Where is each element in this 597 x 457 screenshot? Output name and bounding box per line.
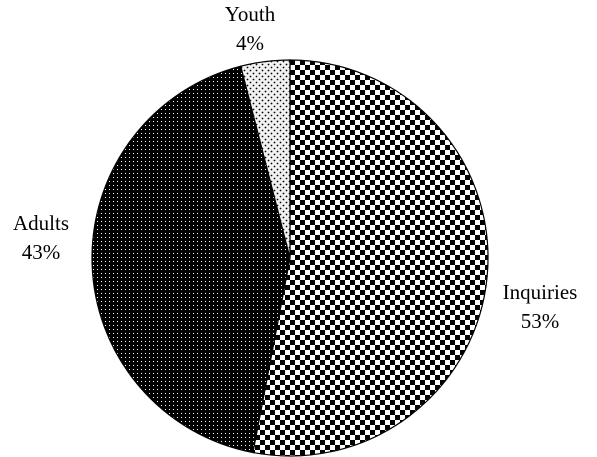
slice-label-youth: Youth <box>225 2 276 26</box>
pie-slice-youth <box>240 59 291 259</box>
slice-percent-adults: 43% <box>22 240 61 264</box>
slice-label-inquiries: Inquiries <box>503 280 578 304</box>
slice-percent-youth: 4% <box>236 31 264 55</box>
slice-label-adults: Adults <box>13 211 69 235</box>
slice-percent-inquiries: 53% <box>521 309 560 333</box>
pie-slice-adults <box>91 65 291 454</box>
pie-slice-inquiries <box>252 59 489 457</box>
